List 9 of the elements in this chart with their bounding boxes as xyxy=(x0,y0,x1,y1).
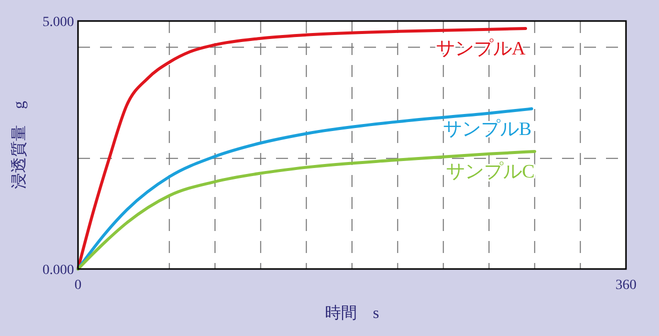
series-label: サンプルB xyxy=(442,118,532,140)
x-tick-label: 0 xyxy=(74,278,82,293)
x-axis-title: 時間 s xyxy=(324,304,380,322)
x-tick-label: 360 xyxy=(616,278,636,293)
y-tick-label: 5.000 xyxy=(42,15,74,30)
y-tick-label: 0.000 xyxy=(42,263,74,278)
series-label: サンプルC xyxy=(446,161,535,182)
y-axis-title: 浸透質量 g xyxy=(10,101,28,189)
line-series xyxy=(76,150,536,270)
